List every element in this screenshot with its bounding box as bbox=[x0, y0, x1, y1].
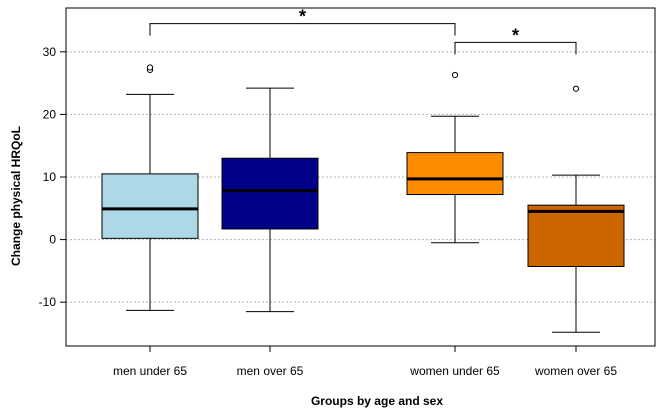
outlier-point bbox=[146, 64, 154, 71]
y-axis-title: Change physical HRQoL bbox=[9, 126, 23, 266]
box-group bbox=[101, 64, 199, 311]
axes: -10 0 10 20 30 men under 65 men over 65 women u… bbox=[39, 7, 656, 378]
y-tick-label: 10 bbox=[43, 170, 57, 184]
significance-label: * bbox=[299, 7, 306, 27]
x-axis-title: Groups by age and sex bbox=[311, 394, 443, 408]
y-tick-label: 30 bbox=[43, 45, 57, 59]
x-tick-label: women under 65 bbox=[409, 364, 500, 378]
y-tick-label: 20 bbox=[43, 107, 57, 121]
plot-area: ** bbox=[101, 7, 625, 333]
y-tick-label: -10 bbox=[39, 295, 57, 309]
box-group bbox=[221, 87, 319, 313]
x-tick-label: men over 65 bbox=[237, 364, 304, 378]
iqr-box bbox=[527, 204, 625, 268]
y-tick-label: 0 bbox=[49, 233, 56, 247]
significance-bracket bbox=[454, 41, 577, 55]
box-group bbox=[527, 85, 625, 333]
box-group bbox=[406, 71, 504, 244]
outlier-point bbox=[572, 85, 580, 92]
outlier-point bbox=[451, 71, 459, 79]
significance-bracket bbox=[149, 23, 456, 36]
x-tick-label: men under 65 bbox=[113, 364, 187, 378]
significance-label: * bbox=[512, 25, 519, 45]
iqr-box bbox=[101, 173, 199, 239]
x-tick-label: women over 65 bbox=[534, 364, 617, 378]
iqr-box bbox=[406, 152, 504, 196]
iqr-box bbox=[221, 157, 319, 230]
